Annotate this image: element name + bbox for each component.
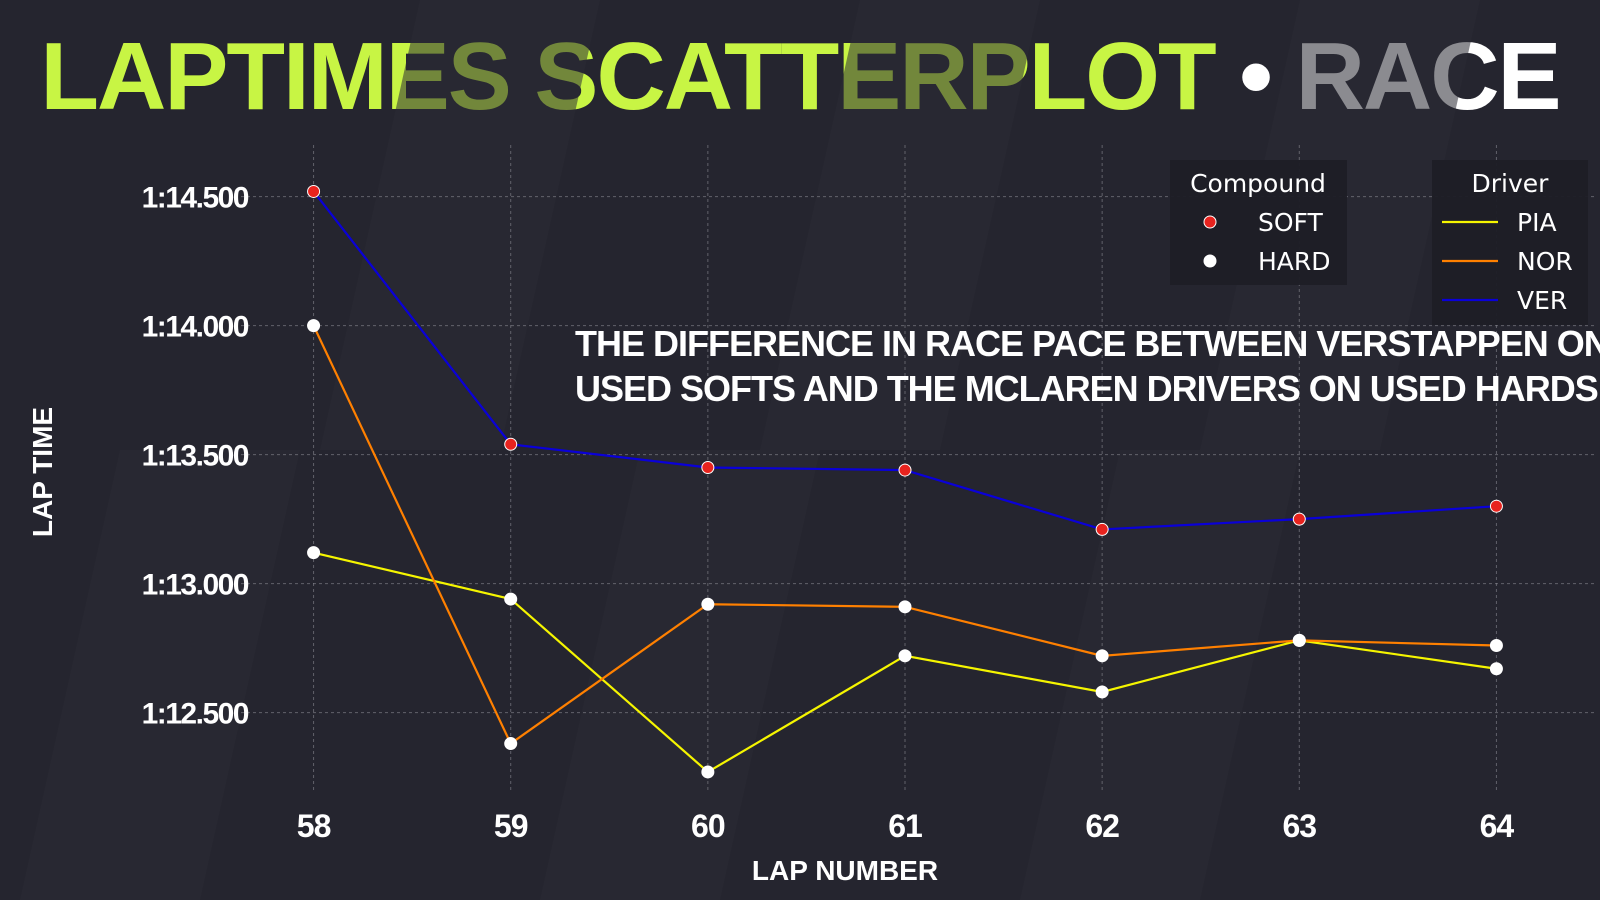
x-tick-label: 62	[1085, 808, 1119, 844]
x-tick-label: 61	[888, 808, 922, 844]
data-point-pia	[307, 546, 321, 560]
data-point-ver	[1095, 522, 1109, 536]
y-tick-label: 1:13.500	[142, 440, 249, 473]
legend-compound-label: HARD	[1258, 247, 1331, 276]
data-point-nor	[701, 597, 715, 611]
data-point-ver	[701, 461, 715, 474]
legend-compound-marker	[1203, 254, 1217, 268]
legend-driver-title: Driver	[1472, 169, 1550, 198]
title-separator: •	[1239, 23, 1273, 130]
legend-driver-label: NOR	[1517, 247, 1573, 276]
background-band	[20, 450, 300, 900]
y-axis-label: LAP TIME	[27, 407, 58, 537]
x-tick-label: 60	[691, 808, 725, 844]
x-axis-label: LAP NUMBER	[752, 855, 938, 886]
data-point-ver	[307, 184, 321, 198]
data-point-ver	[1489, 499, 1503, 513]
background-band	[760, 0, 1040, 450]
x-tick-label: 59	[494, 808, 528, 844]
data-point-pia	[1095, 685, 1109, 699]
chart-annotation: THE DIFFERENCE IN RACE PACE BETWEEN VERS…	[575, 323, 1600, 364]
data-point-pia	[701, 765, 715, 779]
x-tick-label: 58	[297, 808, 331, 844]
data-point-nor	[1489, 639, 1503, 653]
background-band	[540, 450, 820, 900]
legend-driver-label: PIA	[1517, 208, 1557, 237]
y-tick-label: 1:13.000	[142, 569, 249, 602]
background-band	[1020, 450, 1300, 900]
legend-compound-marker	[1203, 215, 1217, 229]
data-point-pia	[1489, 662, 1503, 676]
data-point-ver	[898, 463, 912, 477]
chart-annotation: USED SOFTS AND THE MCLAREN DRIVERS ON US…	[575, 368, 1598, 409]
legend-compound-label: SOFT	[1258, 208, 1323, 237]
legend-compound-box	[1170, 160, 1347, 285]
data-point-nor	[307, 319, 321, 333]
data-point-pia	[898, 649, 912, 663]
data-point-nor	[1292, 633, 1306, 647]
data-point-nor	[504, 737, 518, 751]
data-point-nor	[1095, 649, 1109, 663]
legend-driver-label: VER	[1517, 286, 1567, 315]
legend-driver-box	[1432, 160, 1588, 325]
background-band	[320, 0, 600, 450]
y-tick-label: 1:14.000	[142, 311, 249, 344]
x-tick-label: 63	[1282, 808, 1316, 844]
y-tick-label: 1:14.500	[142, 182, 249, 215]
data-point-pia	[504, 592, 518, 606]
data-point-ver	[1292, 512, 1306, 526]
legend-compound-title: Compound	[1190, 169, 1326, 198]
data-point-ver	[504, 437, 518, 451]
y-tick-label: 1:12.500	[142, 698, 249, 731]
x-tick-label: 64	[1480, 808, 1515, 844]
data-point-nor	[898, 600, 912, 614]
